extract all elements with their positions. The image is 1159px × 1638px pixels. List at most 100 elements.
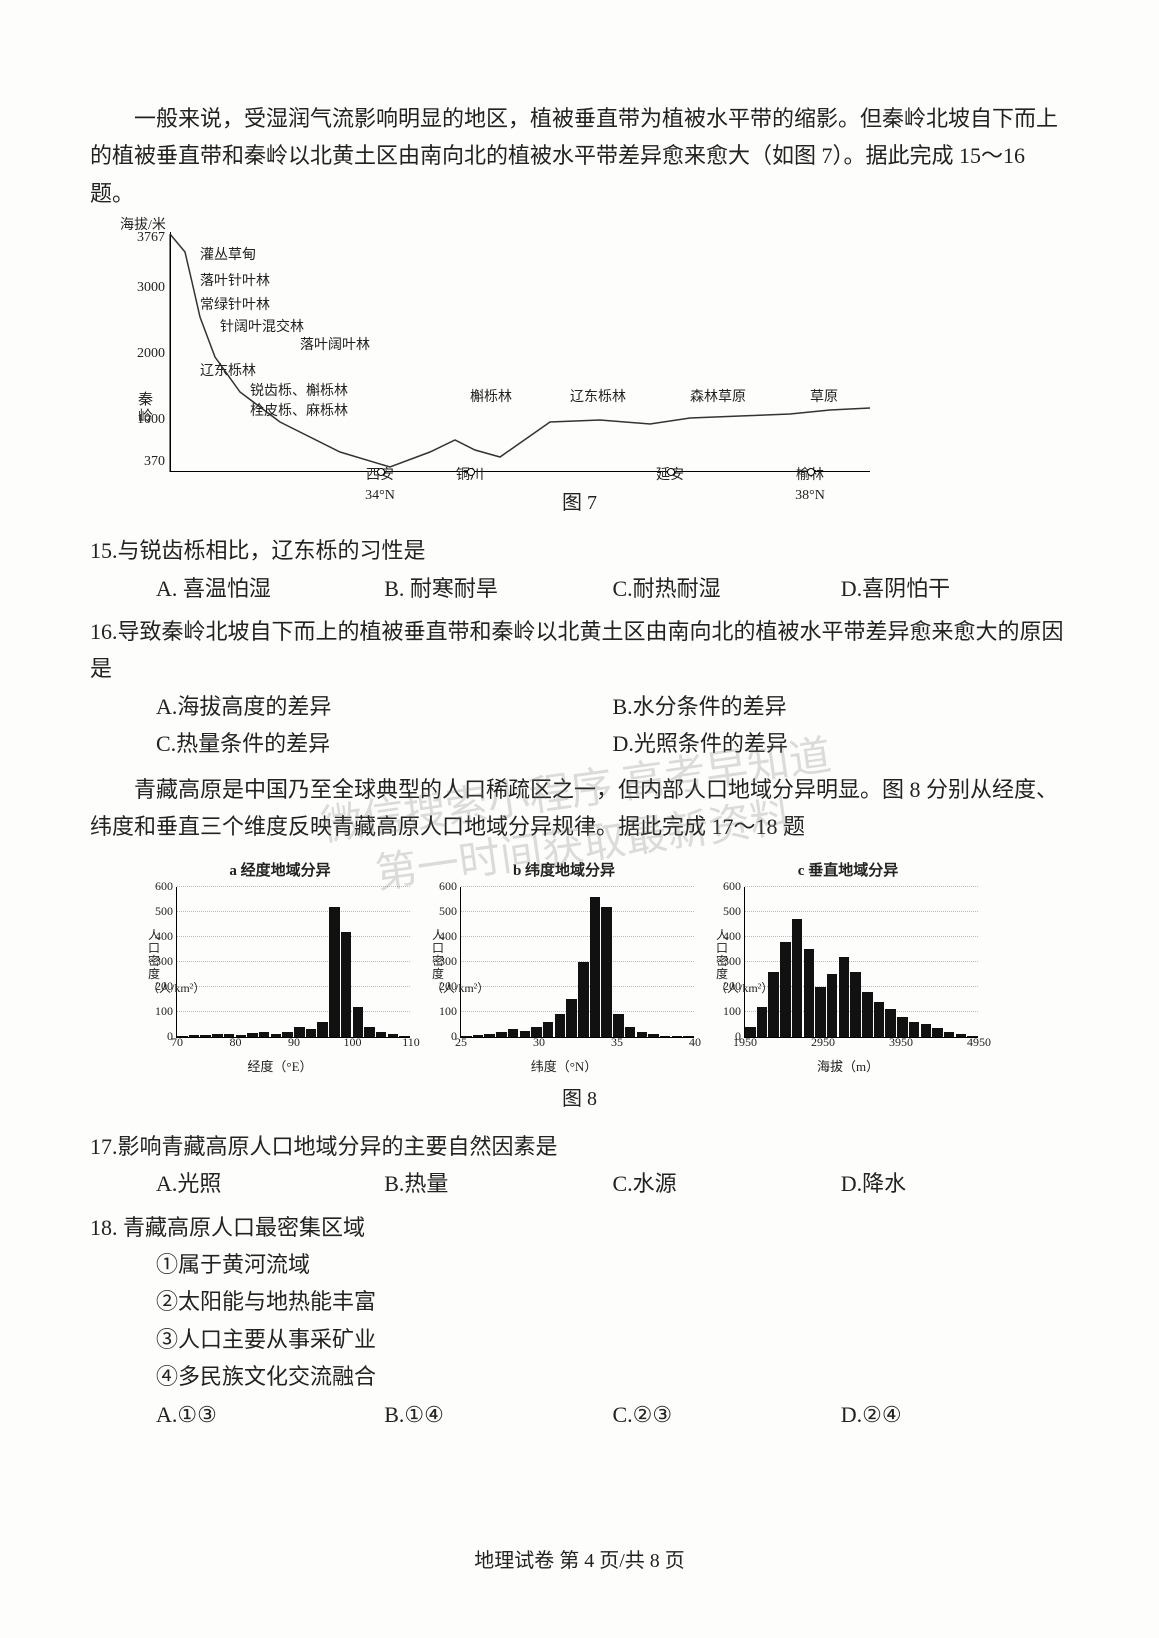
fig8-xtick: 110 [402,1032,420,1052]
fig7-plain-label: 辽东栎林 [570,386,626,410]
fig8-xunit: 纬度（°N） [434,1056,694,1078]
fig8-bar [496,1032,507,1037]
fig8-bar [956,1034,967,1037]
page-footer: 地理试卷 第 4 页/共 8 页 [0,1544,1159,1578]
fig8-chart: 人口密度（人/km²）01002003004005006001950295039… [744,887,978,1038]
fig8-bar [555,1014,566,1037]
fig8-xtick: 25 [455,1032,467,1052]
q18-opt-a: A.①③ [156,1396,384,1433]
fig8-gridline [461,911,694,912]
fig8-panel: c 垂直地域分异人口密度（人/km²）010020030040050060019… [718,859,978,1078]
fig8-ytick: 600 [145,877,173,897]
fig8-bar [601,907,612,1037]
q15-opt-a: A. 喜温怕湿 [156,570,384,607]
fig8-bar [388,1034,399,1037]
fig7-veg-label: 辽东栎林 [200,360,256,384]
passage-1: 一般来说，受湿润气流影响明显的地区，植被垂直带为植被水平带的缩影。但秦岭北坡自下… [90,100,1069,212]
fig8-gridline [745,911,978,912]
question-18: 18. 青藏高原人口最密集区域 ①属于黄河流域 ②太阳能与地热能丰富 ③人口主要… [90,1209,1069,1433]
fig8-bar [944,1032,955,1037]
fig8-bar [271,1034,282,1037]
fig8-ytick: 100 [429,1002,457,1022]
fig8-bar [341,932,352,1037]
fig8-bar [780,942,791,1037]
q16-options: A.海拔高度的差异 B.水分条件的差异 C.热量条件的差异 D.光照条件的差异 [90,688,1069,763]
fig8-bar [212,1034,223,1037]
q15-opt-c: C.耐热耐湿 [613,570,841,607]
fig8-bar [259,1032,270,1037]
fig8-bar [648,1034,659,1037]
q16-opt-b: B.水分条件的差异 [613,688,1070,725]
fig7-plain-label: 槲栎林 [470,386,512,410]
fig8-bar [590,897,601,1037]
fig8-bar [850,972,861,1037]
fig8-gridline [461,936,694,937]
fig8-panel-title: c 垂直地域分异 [718,859,978,885]
fig8-bar [932,1028,943,1037]
fig8-bar [508,1029,519,1037]
fig8-ytick: 200 [713,977,741,997]
question-17: 17.影响青藏高原人口地域分异的主要自然因素是 A.光照 B.热量 C.水源 D… [90,1128,1069,1203]
fig8-chart: 人口密度（人/km²）01002003004005006007080901001… [176,887,410,1038]
fig8-caption: 图 8 [90,1082,1069,1116]
q15-stem: 15.与锐齿栎相比，辽东栎的习性是 [90,532,1069,569]
q18-opt-c: C.②③ [613,1396,841,1433]
fig7-veg-label: 灌丛草甸 [200,244,256,268]
fig8-ytick: 600 [713,877,741,897]
fig8-bar [874,1002,885,1037]
fig8-bar [815,987,826,1037]
fig8-ytick: 500 [713,902,741,922]
fig8-bar [921,1024,932,1037]
question-16: 16.导致秦岭北坡自下而上的植被垂直带和秦岭以北黄土区由南向北的植被水平带差异愈… [90,613,1069,763]
q18-stem: 18. 青藏高原人口最密集区域 [90,1209,1069,1246]
q16-stem: 16.导致秦岭北坡自下而上的植被垂直带和秦岭以北黄土区由南向北的植被水平带差异愈… [90,613,1069,688]
fig8-gridline [745,886,978,887]
exam-page: 一般来说，受湿润气流影响明显的地区，植被垂直带为植被水平带的缩影。但秦岭北坡自下… [0,0,1159,1638]
q15-opt-b: B. 耐寒耐旱 [384,570,612,607]
fig8-panel: a 经度地域分异人口密度（人/km²）010020030040050060070… [150,859,410,1078]
fig8-bar [768,972,779,1037]
fig8-xtick: 90 [288,1032,300,1052]
fig8-gridline [177,1011,410,1012]
fig8-bar [625,1027,636,1037]
fig8-xtick: 40 [689,1032,701,1052]
q17-opt-d: D.降水 [841,1165,1069,1202]
q18-stem-3: ③人口主要从事采矿业 [156,1321,613,1358]
q15-options: A. 喜温怕湿 B. 耐寒耐旱 C.耐热耐湿 D.喜阴怕干 [90,570,1069,607]
fig8-xtick: 1950 [733,1032,757,1052]
fig8-chart: 人口密度（人/km²）010020030040050060025303540 [460,887,694,1038]
fig8-xtick: 3950 [889,1032,913,1052]
q16-opt-c: C.热量条件的差异 [156,725,613,762]
fig8-ytick: 100 [713,1002,741,1022]
fig7-veg-label: 常绿针叶林 [200,294,270,318]
fig8-bar [317,1022,328,1037]
fig8-bar [247,1033,258,1037]
fig8-gridline [177,986,410,987]
fig7-xtick: 38°N [795,484,825,508]
q18-roman-stems: ①属于黄河流域 ②太阳能与地热能丰富 ③人口主要从事采矿业 ④多民族文化交流融合 [90,1246,1069,1396]
question-15: 15.与锐齿栎相比，辽东栎的习性是 A. 喜温怕湿 B. 耐寒耐旱 C.耐热耐湿… [90,532,1069,607]
fig8-ytick: 400 [429,927,457,947]
fig8-xtick: 80 [230,1032,242,1052]
q18-stem-4: ④多民族文化交流融合 [156,1358,613,1395]
fig8-bar [364,1027,375,1037]
fig8-xtick: 2950 [811,1032,835,1052]
fig8-bar [862,992,873,1037]
q16-opt-d: D.光照条件的差异 [613,725,1070,762]
figure-7: 海拔/米 3767300020001000370 秦岭 灌丛草甸落叶针叶林常绿针… [130,222,890,482]
fig8-bar [329,907,340,1037]
passage-2: 青藏高原是中国乃至全球典型的人口稀疏区之一，但内部人口地域分异明显。图 8 分别… [90,771,1069,846]
q18-opt-d: D.②④ [841,1396,1069,1433]
fig8-ytick: 300 [145,952,173,972]
fig8-ytick: 300 [429,952,457,972]
q18-opt-b: B.①④ [384,1396,612,1433]
fig8-bar [376,1032,387,1037]
fig8-ytick: 500 [145,902,173,922]
fig8-ytick: 300 [713,952,741,972]
fig8-xtick: 35 [611,1032,623,1052]
fig8-bar [200,1035,211,1037]
fig8-ytick: 100 [145,1002,173,1022]
fig7-veg-label: 落叶阔叶林 [300,334,370,358]
fig8-bar [827,974,838,1037]
fig8-xunit: 经度（°E） [150,1056,410,1078]
